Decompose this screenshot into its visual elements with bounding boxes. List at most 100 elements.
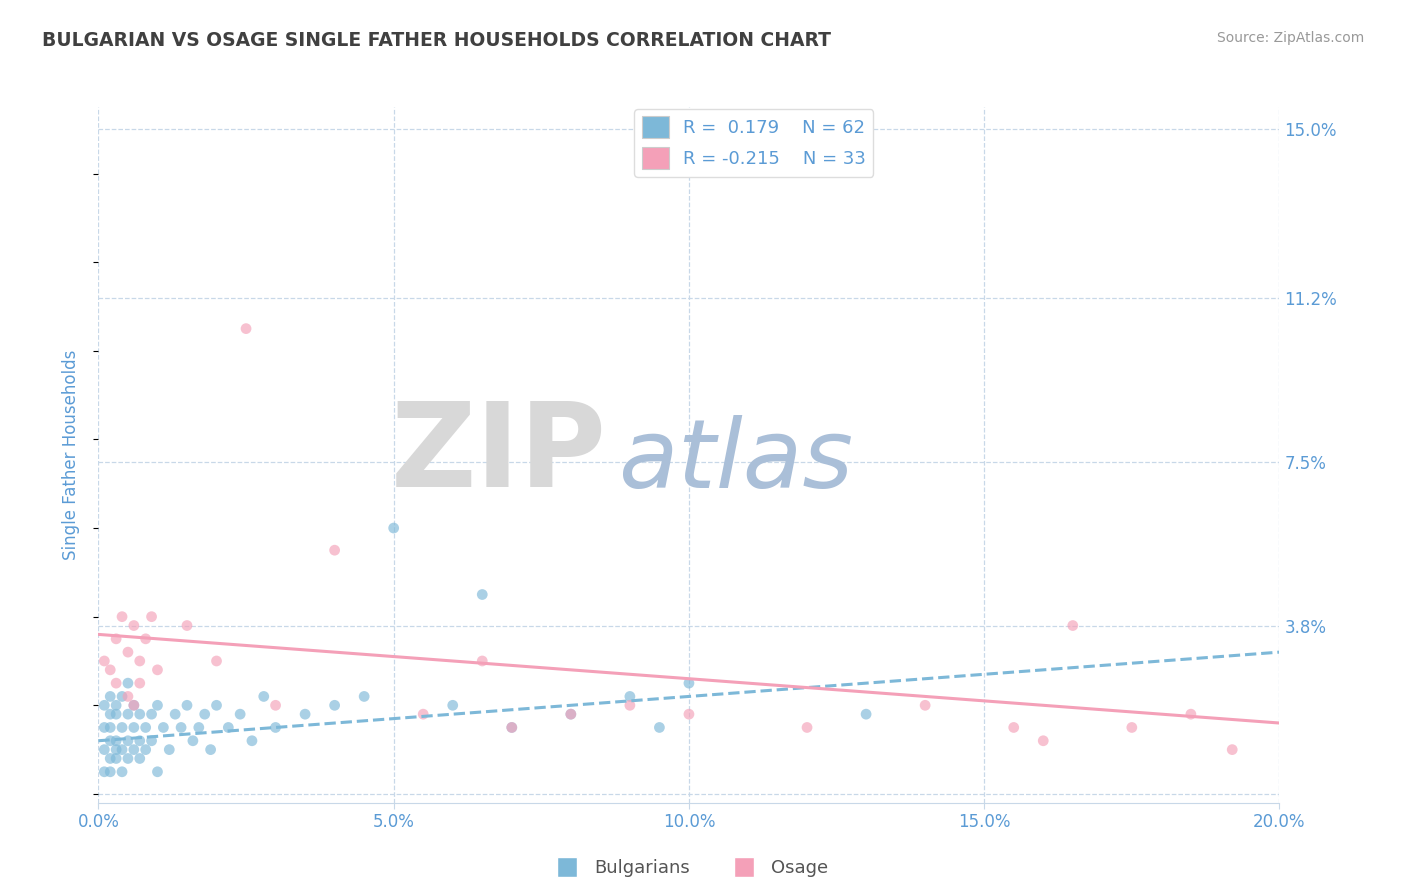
Point bbox=[501, 721, 523, 735]
Point bbox=[187, 721, 209, 735]
Point bbox=[117, 751, 139, 765]
Point bbox=[1032, 733, 1054, 747]
Point bbox=[98, 733, 121, 747]
Point bbox=[471, 654, 494, 668]
Point bbox=[141, 609, 163, 624]
Point bbox=[98, 721, 121, 735]
Point bbox=[678, 707, 700, 722]
Point bbox=[501, 721, 523, 735]
Point bbox=[294, 707, 316, 722]
Point bbox=[111, 721, 134, 735]
Point bbox=[382, 521, 405, 535]
Point bbox=[122, 618, 145, 632]
Point bbox=[200, 742, 222, 756]
Point bbox=[471, 587, 494, 601]
Point bbox=[98, 764, 121, 779]
Point bbox=[135, 632, 157, 646]
Text: BULGARIAN VS OSAGE SINGLE FATHER HOUSEHOLDS CORRELATION CHART: BULGARIAN VS OSAGE SINGLE FATHER HOUSEHO… bbox=[42, 31, 831, 50]
Point bbox=[105, 698, 128, 713]
Point bbox=[441, 698, 464, 713]
Text: atlas: atlas bbox=[619, 416, 853, 508]
Point bbox=[217, 721, 239, 735]
Point bbox=[240, 733, 263, 747]
Point bbox=[98, 707, 121, 722]
Point bbox=[98, 751, 121, 765]
Point bbox=[135, 742, 157, 756]
Point bbox=[98, 663, 121, 677]
Point bbox=[117, 645, 139, 659]
Point bbox=[619, 690, 641, 704]
Point bbox=[157, 742, 180, 756]
Point bbox=[117, 690, 139, 704]
Point bbox=[353, 690, 375, 704]
Point bbox=[122, 742, 145, 756]
Point bbox=[323, 543, 346, 558]
Point bbox=[105, 751, 128, 765]
Point bbox=[111, 742, 134, 756]
Point bbox=[678, 676, 700, 690]
Point bbox=[1062, 618, 1084, 632]
Point bbox=[1002, 721, 1025, 735]
Point bbox=[135, 721, 157, 735]
Point bbox=[165, 707, 187, 722]
Point bbox=[176, 698, 198, 713]
Point bbox=[253, 690, 276, 704]
Point bbox=[128, 733, 150, 747]
Point bbox=[264, 698, 287, 713]
Point bbox=[176, 618, 198, 632]
Point bbox=[105, 742, 128, 756]
Point bbox=[412, 707, 434, 722]
Point bbox=[796, 721, 818, 735]
Point bbox=[560, 707, 582, 722]
Point bbox=[141, 707, 163, 722]
Point bbox=[205, 654, 228, 668]
Point bbox=[111, 609, 134, 624]
Point bbox=[141, 733, 163, 747]
Point bbox=[235, 321, 257, 335]
Point bbox=[323, 698, 346, 713]
Point bbox=[111, 690, 134, 704]
Point bbox=[93, 698, 115, 713]
Point bbox=[98, 690, 121, 704]
Point bbox=[181, 733, 204, 747]
Point bbox=[648, 721, 671, 735]
Point bbox=[93, 742, 115, 756]
Point bbox=[264, 721, 287, 735]
Point bbox=[122, 721, 145, 735]
Point bbox=[128, 707, 150, 722]
Legend: Bulgarians, Osage: Bulgarians, Osage bbox=[543, 852, 835, 884]
Point bbox=[105, 733, 128, 747]
Point bbox=[105, 707, 128, 722]
Point bbox=[93, 654, 115, 668]
Point bbox=[146, 764, 169, 779]
Point bbox=[146, 698, 169, 713]
Point bbox=[855, 707, 877, 722]
Point bbox=[560, 707, 582, 722]
Point bbox=[128, 654, 150, 668]
Point bbox=[105, 676, 128, 690]
Point bbox=[111, 764, 134, 779]
Point bbox=[128, 676, 150, 690]
Point bbox=[1121, 721, 1143, 735]
Text: ZIP: ZIP bbox=[391, 398, 606, 512]
Point bbox=[194, 707, 217, 722]
Point bbox=[619, 698, 641, 713]
Y-axis label: Single Father Households: Single Father Households bbox=[62, 350, 80, 560]
Point bbox=[117, 733, 139, 747]
Point bbox=[170, 721, 193, 735]
Point bbox=[146, 663, 169, 677]
Point bbox=[229, 707, 252, 722]
Text: Source: ZipAtlas.com: Source: ZipAtlas.com bbox=[1216, 31, 1364, 45]
Point bbox=[122, 698, 145, 713]
Point bbox=[205, 698, 228, 713]
Point bbox=[93, 764, 115, 779]
Point bbox=[1220, 742, 1243, 756]
Point bbox=[128, 751, 150, 765]
Point bbox=[117, 707, 139, 722]
Point bbox=[105, 632, 128, 646]
Point bbox=[93, 721, 115, 735]
Point bbox=[117, 676, 139, 690]
Point bbox=[152, 721, 174, 735]
Point bbox=[122, 698, 145, 713]
Point bbox=[914, 698, 936, 713]
